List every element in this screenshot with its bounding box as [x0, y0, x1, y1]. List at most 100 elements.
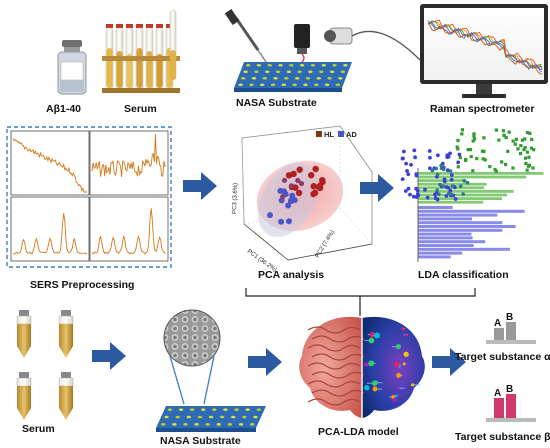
serum-label-top: Serum — [124, 103, 157, 115]
sers-spectrum-line — [12, 213, 88, 255]
lda-point-green — [504, 162, 508, 167]
lda-point-blue — [400, 156, 405, 161]
legend-ad-swatch — [338, 131, 344, 137]
legend-ad: AD — [346, 130, 357, 139]
lda-point-blue — [428, 166, 432, 171]
lda-point-green — [475, 157, 479, 161]
lda-point-overlap — [435, 188, 440, 193]
lda-point-green — [522, 148, 526, 152]
lda-point-blue — [444, 194, 449, 198]
lda-point-green — [502, 133, 506, 138]
lda-point-overlap — [450, 184, 455, 188]
lda-point-green — [518, 152, 523, 156]
lda-point-green — [529, 146, 534, 150]
tube-cap — [156, 24, 163, 28]
target-alpha-chart: A B — [486, 312, 536, 344]
lda-green-bar — [418, 186, 485, 190]
lda-point-blue — [433, 196, 438, 201]
alpha-bar-a — [494, 328, 504, 340]
lda-blue-bar — [418, 228, 503, 232]
tube-cap — [106, 24, 113, 28]
lda-point-green — [500, 160, 504, 164]
pca-point-hl — [312, 165, 319, 173]
lda-point-green — [482, 136, 486, 140]
lda-point-overlap — [448, 169, 453, 173]
lda-point-green — [513, 142, 517, 146]
alpha-label-b: B — [506, 312, 513, 323]
lda-point-green — [472, 134, 476, 138]
lda-point-green — [483, 158, 487, 162]
lda-point-blue — [414, 186, 419, 191]
lda-point-overlap — [437, 192, 441, 197]
lda-blue-bar — [418, 240, 486, 244]
beta-label-a: A — [494, 388, 501, 399]
tube-cap — [116, 24, 123, 28]
lda-point-blue — [414, 172, 419, 177]
lda-plot — [400, 128, 544, 262]
pca-point-mixed — [288, 183, 295, 189]
lda-point-blue — [413, 155, 417, 160]
target-alpha-label: Target substance α — [455, 351, 550, 363]
bracket — [245, 288, 476, 297]
lda-point-green — [472, 132, 476, 136]
pca-point-ad — [278, 218, 285, 225]
lda-point-overlap — [465, 180, 470, 185]
pca-point-mixed — [281, 177, 288, 183]
lda-point-overlap — [458, 184, 463, 188]
nasa-substrate-top — [234, 62, 352, 92]
lda-point-green — [455, 145, 459, 149]
pca-point-ad — [285, 202, 292, 209]
nasa-substrate-bottom — [156, 406, 266, 432]
lda-point-blue — [445, 168, 450, 173]
legend-hl-swatch — [316, 131, 322, 137]
lda-point-green — [506, 149, 510, 153]
nasa-label-top: NASA Substrate — [236, 97, 317, 109]
lda-point-green — [504, 135, 508, 140]
legend-hl: HL — [324, 130, 334, 139]
arrow-substrate-to-model — [248, 348, 282, 376]
target-beta-label: Target substance β — [455, 431, 550, 443]
lda-point-overlap — [438, 182, 442, 187]
lda-point-green — [507, 130, 511, 134]
tube-cap — [136, 24, 143, 28]
lda-point-blue — [405, 169, 409, 173]
pca-point-hl — [307, 172, 315, 179]
model-label: PCA-LDA model — [318, 426, 399, 438]
pca-point-hl — [311, 189, 319, 197]
lda-point-green — [527, 155, 531, 159]
pca-point-ad — [266, 212, 273, 219]
beta-bar-a — [494, 398, 504, 418]
lda-point-overlap — [435, 172, 440, 177]
lda-point-green — [525, 130, 530, 135]
lda-blue-bar — [418, 221, 503, 225]
sers-label: SERS Preprocessing — [30, 279, 134, 291]
lda-point-blue — [427, 149, 432, 153]
lda-blue-bar — [418, 225, 516, 228]
alpha-bar-b — [506, 322, 516, 340]
pca-lda-brain-icon — [299, 316, 425, 418]
lda-blue-bar — [418, 213, 498, 217]
lda-point-overlap — [434, 166, 439, 171]
pca-point-ad — [289, 192, 296, 199]
lda-point-green — [520, 138, 525, 142]
sers-spectra-grid — [10, 130, 169, 262]
lda-point-green — [488, 164, 492, 169]
lda-point-green — [460, 128, 465, 132]
pca-point-hl — [296, 166, 303, 173]
sers-spectrum-line — [12, 138, 87, 193]
lda-point-green — [525, 168, 529, 172]
lda-point-green — [523, 137, 527, 141]
beta-label-b: B — [506, 384, 513, 395]
lda-point-blue — [406, 186, 411, 191]
lda-point-green — [501, 129, 506, 133]
lda-point-green — [524, 161, 528, 166]
lda-point-blue — [412, 148, 417, 153]
serum-label-bottom: Serum — [22, 423, 55, 435]
serum-tubes-icon — [16, 310, 74, 420]
pipette-icon — [224, 8, 267, 63]
tube-cap — [146, 24, 153, 28]
lda-point-green — [527, 163, 532, 167]
arrow-pca-to-lda — [360, 174, 394, 202]
lda-point-blue — [411, 194, 416, 199]
lda-point-green — [497, 138, 501, 142]
